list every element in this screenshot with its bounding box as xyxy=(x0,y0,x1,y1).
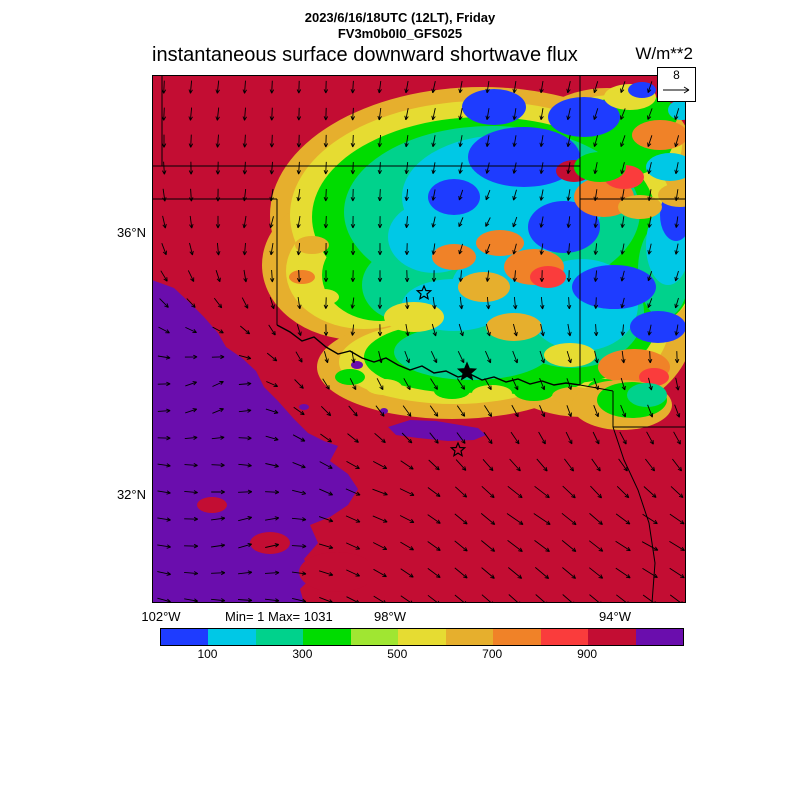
lat-tick-32n: 32°N xyxy=(116,487,146,502)
colorbar-segment xyxy=(350,629,399,645)
colorbar-segment xyxy=(208,629,256,645)
right-arrow-icon xyxy=(663,86,690,94)
map-panel xyxy=(152,75,702,606)
valid-time-label: 2023/6/16/18UTC (12LT), Friday xyxy=(304,10,496,25)
colorbar xyxy=(160,628,684,646)
colorbar-segment xyxy=(255,629,304,645)
minmax-label: Min= 1 Max= 1031 xyxy=(225,609,333,624)
colorbar-segment xyxy=(635,629,683,645)
map-plot xyxy=(152,75,702,606)
colorbar-tick-label: 100 xyxy=(197,647,218,661)
units-label: W/m**2 xyxy=(635,44,693,63)
colorbar-segment xyxy=(445,629,494,645)
lat-tick-36n: 36°N xyxy=(116,225,146,240)
colorbar-tick-label: 300 xyxy=(292,647,313,661)
reference-vector-box: 8 xyxy=(657,67,696,102)
model-run-label: FV3m0b0I0_GFS025 xyxy=(337,26,463,41)
colorbar-segment xyxy=(540,629,589,645)
lon-tick-94w: 94°W xyxy=(599,609,631,624)
figure-title: instantaneous surface downward shortwave… xyxy=(152,44,578,66)
colorbar-tick-labels: 100 300 500 700 900 xyxy=(160,647,682,663)
colorbar-tick-label: 900 xyxy=(577,647,598,661)
colorbar-tick-label: 700 xyxy=(482,647,503,661)
colorbar-segment xyxy=(303,629,351,645)
lon-tick-98w: 98°W xyxy=(374,609,406,624)
reference-vector-value: 8 xyxy=(673,68,680,82)
lon-tick-102w: 102°W xyxy=(141,609,181,624)
colorbar-segment xyxy=(161,629,209,645)
colorbar-segment xyxy=(493,629,541,645)
colorbar-segment xyxy=(588,629,636,645)
colorbar-tick-label: 500 xyxy=(387,647,408,661)
colorbar-segment xyxy=(398,629,446,645)
